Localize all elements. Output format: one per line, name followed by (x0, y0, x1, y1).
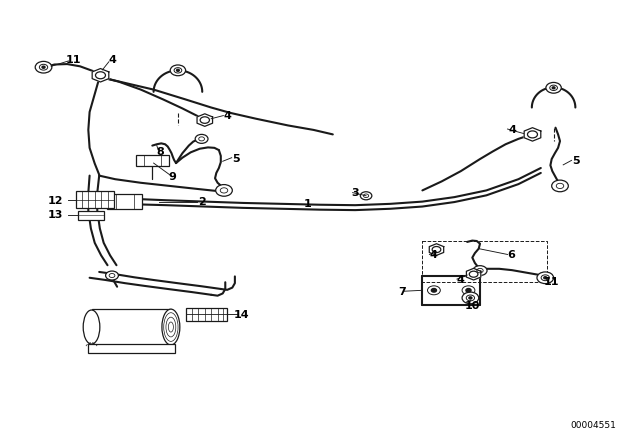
Circle shape (431, 289, 436, 292)
Text: 12: 12 (48, 196, 63, 206)
Circle shape (109, 273, 115, 277)
Circle shape (106, 271, 118, 280)
Circle shape (40, 65, 48, 70)
Circle shape (174, 68, 182, 73)
Text: 00004551: 00004551 (570, 421, 616, 430)
Bar (76, 191, 114, 208)
Circle shape (556, 183, 564, 189)
Circle shape (541, 275, 550, 280)
Text: 6: 6 (507, 250, 515, 260)
Text: 5: 5 (572, 156, 580, 166)
Circle shape (198, 137, 205, 141)
Circle shape (537, 272, 554, 284)
Circle shape (546, 82, 561, 93)
Text: 1: 1 (303, 199, 311, 209)
Circle shape (360, 192, 372, 200)
Bar (92, 309, 171, 345)
Circle shape (469, 271, 478, 277)
Circle shape (544, 277, 547, 279)
Circle shape (200, 117, 209, 123)
Circle shape (552, 180, 568, 192)
Bar (186, 308, 227, 321)
Text: 11: 11 (544, 277, 559, 287)
Circle shape (220, 188, 228, 193)
Text: 4: 4 (429, 250, 437, 260)
Circle shape (170, 65, 186, 76)
Text: 4: 4 (108, 56, 116, 65)
Circle shape (469, 297, 472, 299)
Circle shape (428, 286, 440, 295)
Circle shape (550, 85, 557, 90)
Circle shape (42, 66, 45, 68)
Polygon shape (197, 114, 212, 126)
Bar (88, 344, 175, 353)
Circle shape (552, 87, 555, 89)
Text: 4: 4 (223, 112, 231, 121)
Ellipse shape (168, 322, 173, 332)
Text: 2: 2 (198, 198, 205, 207)
Text: 8: 8 (156, 147, 164, 157)
Circle shape (462, 286, 475, 295)
Bar (78, 211, 104, 220)
Ellipse shape (162, 309, 180, 345)
Bar (136, 155, 169, 166)
Ellipse shape (83, 310, 100, 344)
Text: 4: 4 (508, 125, 516, 135)
Circle shape (177, 69, 179, 71)
Polygon shape (524, 128, 541, 141)
Text: 13: 13 (48, 210, 63, 220)
Circle shape (95, 72, 106, 79)
Circle shape (216, 185, 232, 196)
Text: 5: 5 (232, 154, 239, 164)
Text: 4: 4 (457, 275, 465, 285)
Text: 11: 11 (66, 56, 81, 65)
Text: 10: 10 (465, 301, 480, 310)
Text: 14: 14 (234, 310, 250, 320)
Circle shape (477, 268, 483, 273)
Circle shape (527, 131, 538, 138)
Text: 3: 3 (351, 188, 359, 198)
Circle shape (35, 61, 52, 73)
Polygon shape (429, 244, 444, 255)
Text: 9: 9 (169, 172, 177, 182)
Circle shape (364, 194, 369, 198)
Circle shape (473, 266, 487, 276)
Ellipse shape (166, 317, 176, 337)
Text: 7: 7 (398, 287, 406, 297)
Circle shape (432, 246, 441, 253)
Circle shape (195, 134, 208, 143)
Circle shape (466, 289, 471, 292)
Ellipse shape (164, 313, 178, 341)
Polygon shape (92, 69, 109, 82)
Circle shape (466, 295, 475, 301)
Polygon shape (467, 268, 481, 280)
Bar (108, 194, 143, 209)
Circle shape (462, 292, 479, 304)
